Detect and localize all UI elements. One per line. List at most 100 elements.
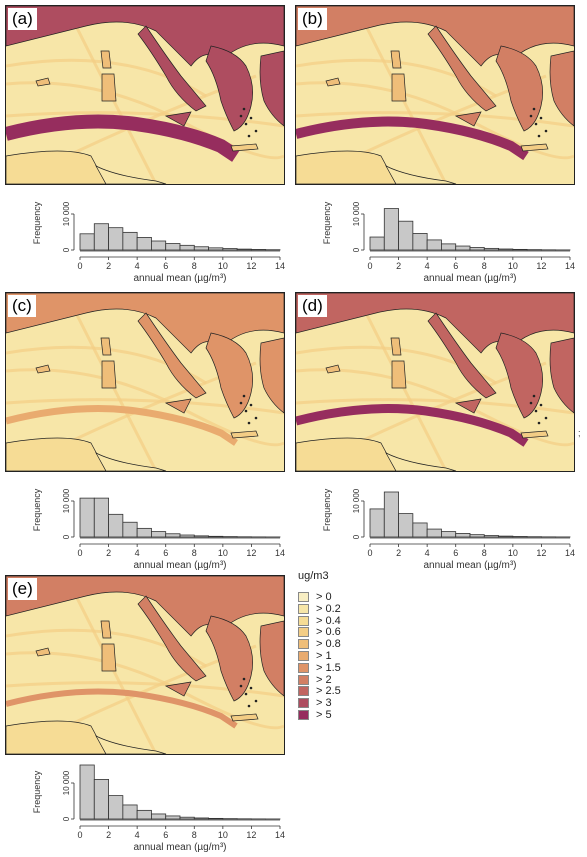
legend-label: > 1.5: [316, 662, 341, 674]
x-axis-label: annual mean (µg/m³): [133, 273, 226, 284]
y-tick-label: 0: [352, 534, 361, 539]
aegean-island: [243, 108, 246, 111]
x-tick-label: 0: [367, 261, 372, 271]
histogram-bar: [427, 529, 441, 537]
x-tick-label: 4: [135, 830, 140, 840]
x-tick-label: 14: [565, 261, 575, 271]
x-tick-label: 0: [77, 548, 82, 558]
legend-label: > 1: [316, 650, 332, 662]
histogram-bar: [166, 816, 180, 819]
histogram-bar: [80, 234, 94, 250]
histogram-bar: [456, 246, 470, 250]
histogram-bar: [470, 535, 484, 537]
x-tick-label: 12: [246, 261, 256, 271]
map-svg: [6, 576, 284, 754]
map-panel: (b): [295, 5, 575, 185]
aegean-island: [243, 395, 246, 398]
y-tick-label: 10 000: [352, 488, 361, 513]
aegean-island: [245, 693, 248, 696]
histogram-bar: [484, 536, 498, 537]
histogram-bar: [109, 228, 123, 250]
aegean-island: [240, 402, 243, 405]
histogram-bar: [209, 818, 223, 819]
y-tick-label: 0: [62, 247, 71, 252]
legend-swatch: [298, 698, 309, 708]
histogram-bar: [94, 498, 108, 537]
histogram-bar: [209, 248, 223, 250]
aegean-island: [540, 117, 543, 120]
aegean-island: [533, 395, 536, 398]
legend-item: > 1.5: [298, 663, 418, 674]
histogram-bar: [194, 247, 208, 250]
x-tick-label: 2: [396, 548, 401, 558]
legend-item: > 3: [298, 698, 418, 709]
aegean-island: [255, 700, 258, 703]
legend-swatch: [298, 710, 309, 720]
legend-item: > 0.8: [298, 639, 418, 650]
histogram-bar: [209, 536, 223, 537]
histogram-bar: [499, 536, 513, 537]
histogram-bar: [94, 779, 108, 819]
histogram-bar: [470, 247, 484, 250]
legend-swatch: [298, 592, 309, 602]
legend-label: > 5: [316, 709, 332, 721]
legend-item: > 2: [298, 675, 418, 686]
panel-label: (a): [8, 8, 37, 30]
color-legend: ug/m3 > 0> 0.2> 0.4> 0.6> 0.8> 1> 1.5> 2…: [296, 570, 446, 730]
legend-item: > 0.4: [298, 616, 418, 627]
histogram-bar: [180, 535, 194, 537]
map-panel: (d): [295, 292, 575, 472]
legend-label: > 0: [316, 591, 332, 603]
histogram-bar: [194, 818, 208, 819]
north-africa-land: [296, 438, 396, 471]
map-panel: (a): [5, 5, 285, 185]
aegean-island: [248, 422, 251, 425]
x-tick-label: 4: [425, 548, 430, 558]
x-tick-label: 2: [106, 261, 111, 271]
aegean-island: [538, 135, 541, 138]
north-africa-land: [6, 438, 106, 471]
x-tick-label: 8: [192, 261, 197, 271]
legend-swatch: [298, 604, 309, 614]
legend-label: > 3: [316, 697, 332, 709]
map-svg: [296, 293, 574, 471]
histogram-bar: [137, 528, 151, 537]
x-tick-label: 10: [218, 261, 228, 271]
north-africa-land: [296, 151, 396, 184]
y-tick-label: 0: [352, 247, 361, 252]
legend-item: > 1: [298, 651, 418, 662]
legend-item: > 2.5: [298, 686, 418, 697]
y-tick-label: 0: [62, 816, 71, 821]
histogram-bar: [513, 536, 527, 537]
legend-label: > 0.4: [316, 615, 341, 627]
histogram-bar: [399, 514, 413, 537]
legend-label: > 2: [316, 674, 332, 686]
x-tick-label: 14: [275, 830, 285, 840]
x-tick-label: 12: [536, 548, 546, 558]
histogram-bar: [251, 249, 265, 250]
histogram-bar: [151, 532, 165, 537]
histogram-bar: [137, 237, 151, 250]
histogram-bar: [399, 221, 413, 250]
legend-item: > 0.6: [298, 627, 418, 638]
legend-swatch: [298, 686, 309, 696]
y-tick-label: 10 000: [62, 201, 71, 226]
x-tick-label: 14: [565, 548, 575, 558]
x-tick-label: 12: [536, 261, 546, 271]
map-svg: [6, 293, 284, 471]
x-tick-label: 10: [218, 830, 228, 840]
histogram-bar: [484, 248, 498, 250]
aegean-island: [545, 130, 548, 133]
x-axis-label: annual mean (µg/m³): [423, 273, 516, 284]
x-tick-label: 0: [367, 548, 372, 558]
legend-label: > 0.8: [316, 638, 341, 650]
aegean-island: [530, 115, 533, 118]
x-tick-label: 4: [425, 261, 430, 271]
histogram-bar: [194, 536, 208, 537]
aegean-island: [250, 404, 253, 407]
stray-mark: ;: [578, 428, 581, 438]
